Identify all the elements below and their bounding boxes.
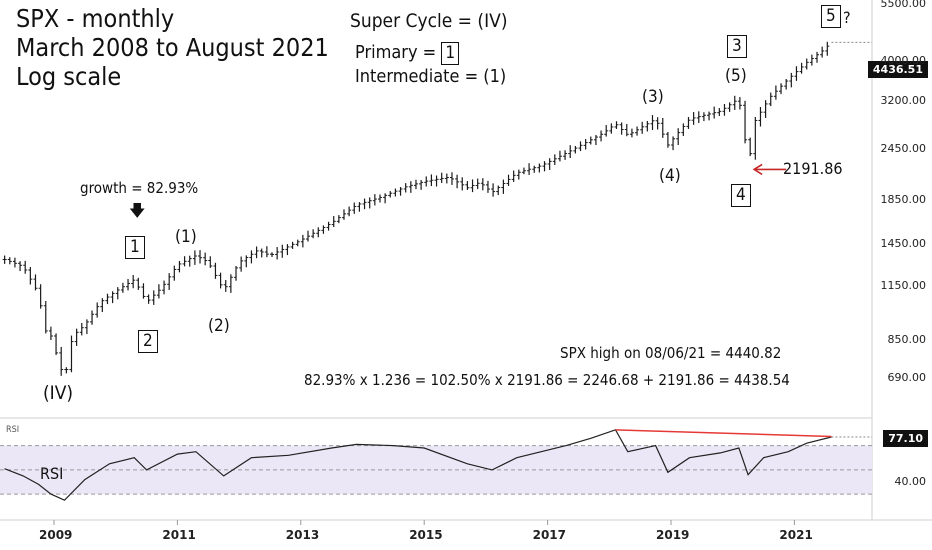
title-line-3: Log scale <box>16 62 122 91</box>
price-tag: 4436.51 <box>867 61 928 78</box>
y-tick-label: 1850.00 <box>880 193 927 206</box>
low-arrow-head <box>752 163 763 176</box>
y-tick-label: 4000.00 <box>880 54 927 67</box>
wave-label-int-1: (1) <box>175 227 197 247</box>
rsi-tick-label: 40.00 <box>894 475 927 488</box>
low-value-label: 2191.86 <box>783 159 843 178</box>
legend-primary-box: 1 <box>441 42 460 65</box>
y-tick-label: 690.00 <box>887 370 927 384</box>
title-line-1: SPX - monthly <box>16 4 175 33</box>
rsi-divergence-line <box>615 429 832 438</box>
x-tick-label: 2015 <box>409 528 443 542</box>
rsi-tag: 77.10 <box>883 430 928 447</box>
y-tick-label: 5500.00 <box>880 0 927 10</box>
y-tick-label: 1150.00 <box>880 278 927 292</box>
projection-calculation: 82.93% x 1.236 = 102.50% x 2191.86 = 224… <box>304 371 790 389</box>
question-mark: ? <box>843 8 851 27</box>
chart-title: SPX - monthly March 2008 to August 2021 … <box>16 4 329 91</box>
rsi-panel <box>0 429 872 501</box>
x-tick-label: 2017 <box>532 528 566 542</box>
y-tick-label: 1450.00 <box>880 236 927 250</box>
wave-label-primary-2: 2 <box>138 330 158 353</box>
rsi-line <box>4 429 832 501</box>
wave-label-primary-3: 3 <box>727 35 747 58</box>
wave-label-int-4: (4) <box>659 166 681 186</box>
growth-annotation: growth = 82.93% <box>80 179 199 197</box>
wave-label-primary-4: 4 <box>731 184 751 207</box>
wave-label-int-3: (3) <box>642 87 664 107</box>
title-line-2: March 2008 to August 2021 <box>16 33 329 62</box>
rsi-pane-label: RSI <box>6 425 20 435</box>
rsi-label: RSI <box>40 464 64 483</box>
wave-label-IV: (IV) <box>43 382 74 404</box>
wave-label-primary-5: 5 <box>821 5 841 28</box>
price-series <box>2 41 872 376</box>
wave-label-int-5: (5) <box>725 66 747 86</box>
y-tick-label: 3200.00 <box>880 94 927 108</box>
legend-primary: Primary = 1 <box>355 42 460 65</box>
spx-high-note: SPX high on 08/06/21 = 4440.82 <box>560 344 782 362</box>
down-arrow-icon: 🡇 <box>129 201 146 220</box>
wave-label-primary-1: 1 <box>125 236 145 259</box>
x-tick-label: 2021 <box>779 528 813 542</box>
x-tick-label: 2013 <box>285 528 320 542</box>
legend-intermediate: Intermediate = (1) <box>355 66 507 87</box>
y-tick-label: 2450.00 <box>880 142 927 156</box>
x-tick-label: 2019 <box>656 528 690 542</box>
chart-grid <box>0 0 932 525</box>
wave-label-int-2: (2) <box>208 316 230 336</box>
legend-supercycle: Super Cycle = (IV) <box>350 10 508 32</box>
legend-primary-label: Primary = <box>355 42 437 63</box>
x-tick-label: 2009 <box>39 528 73 542</box>
x-tick-label: 2011 <box>162 528 196 542</box>
y-tick-label: 850.00 <box>887 333 927 347</box>
